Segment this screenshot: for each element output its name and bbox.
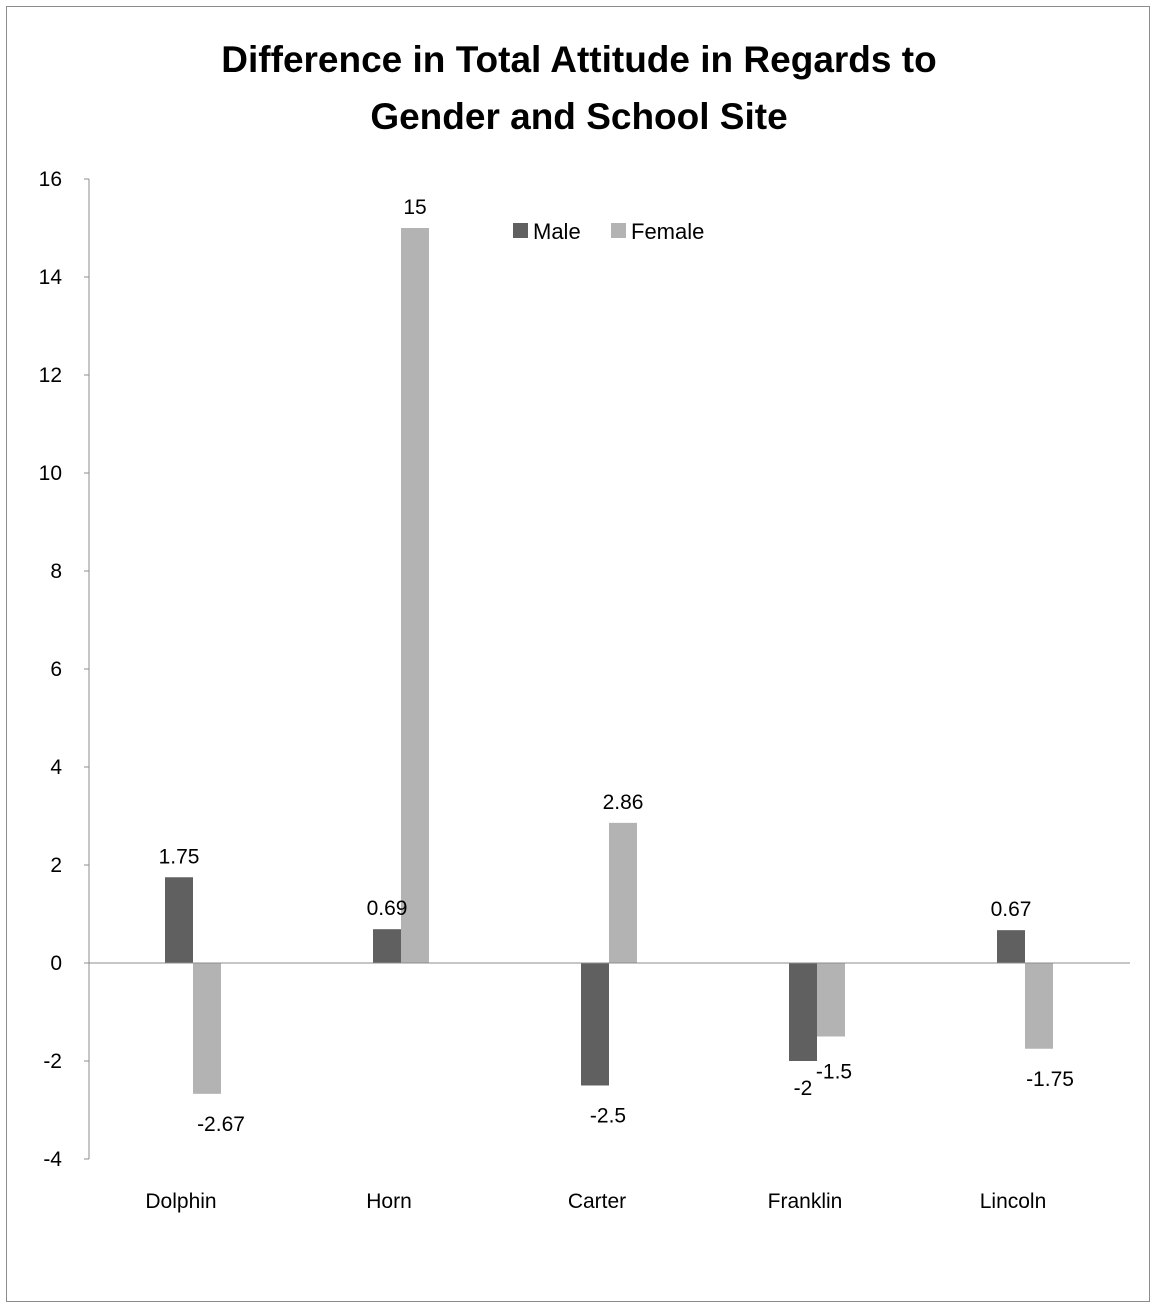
data-label-female-dolphin: -2.67 — [197, 1113, 245, 1136]
y-tick-label: 6 — [50, 658, 62, 681]
y-tick-label: 14 — [39, 266, 63, 289]
y-tick-label: 8 — [50, 560, 62, 583]
data-label-male-dolphin: 1.75 — [159, 845, 200, 868]
data-label-male-carter: -2.5 — [590, 1105, 626, 1128]
y-tick-label: 16 — [39, 168, 62, 191]
data-label-male-franklin: -2 — [794, 1077, 813, 1100]
bar-male-dolphin — [165, 877, 193, 963]
x-tick-label-franklin: Franklin — [768, 1190, 843, 1213]
bar-male-horn — [373, 929, 401, 963]
data-label-female-lincoln: -1.75 — [1026, 1068, 1074, 1091]
data-label-male-lincoln: 0.67 — [991, 898, 1032, 921]
bar-male-lincoln — [997, 930, 1025, 963]
bar-female-dolphin — [193, 963, 221, 1094]
bar-female-franklin — [817, 963, 845, 1037]
y-tick-label: -4 — [43, 1148, 62, 1171]
y-tick-label: 4 — [50, 756, 62, 779]
bar-female-horn — [401, 228, 429, 963]
legend-label-female: Female — [631, 219, 704, 244]
y-tick-label: 10 — [39, 462, 62, 485]
legend-swatch-female — [611, 223, 626, 238]
x-tick-label-carter: Carter — [568, 1190, 626, 1213]
data-label-female-horn: 15 — [403, 196, 426, 219]
data-label-male-horn: 0.69 — [367, 897, 408, 920]
legend-swatch-male — [513, 223, 528, 238]
bar-female-carter — [609, 822, 637, 963]
legend-label-male: Male — [533, 219, 581, 244]
y-tick-label: 2 — [50, 854, 62, 877]
bar-female-lincoln — [1025, 963, 1053, 1049]
data-label-female-franklin: -1.5 — [816, 1061, 852, 1084]
x-tick-label-horn: Horn — [366, 1190, 412, 1213]
x-tick-label-lincoln: Lincoln — [980, 1190, 1047, 1213]
y-tick-label: -2 — [43, 1050, 62, 1073]
data-label-female-carter: 2.86 — [603, 791, 644, 814]
chart-title-line-2: Gender and School Site — [370, 96, 788, 137]
y-tick-label: 0 — [50, 952, 62, 975]
chart-title-line-1: Difference in Total Attitude in Regards … — [221, 39, 937, 80]
bar-male-franklin — [789, 963, 817, 1061]
bar-male-carter — [581, 963, 609, 1086]
y-tick-label: 12 — [39, 364, 62, 387]
x-tick-label-dolphin: Dolphin — [145, 1190, 216, 1213]
